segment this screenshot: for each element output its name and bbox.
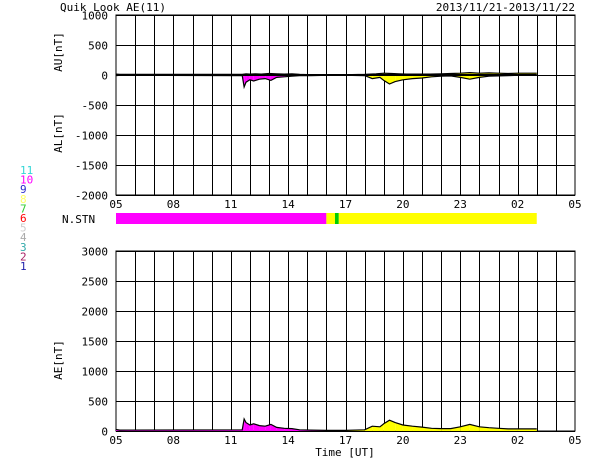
au-al-xtick-label: 23 (454, 198, 467, 211)
nstn-segment (116, 213, 326, 224)
ae-xtick-label: 14 (282, 434, 296, 447)
ae-xtick-label: 23 (454, 434, 467, 447)
figure-title: Quik Look AE(11) (60, 1, 166, 14)
al-axis-label: AL[nT] (52, 113, 65, 153)
ae-ytick-label: 2000 (82, 306, 109, 319)
au-al-xtick-label: 05 (568, 198, 581, 211)
ae-ytick-label: 500 (88, 396, 108, 409)
ae-ytick-label: 2500 (82, 276, 109, 289)
ae-axis-label: AE[nT] (52, 340, 65, 380)
au-al-ytick-label: 1000 (82, 10, 109, 23)
nstn-segment (326, 213, 335, 224)
ae-xtick-label: 11 (224, 434, 237, 447)
au-al-ytick-label: 500 (88, 40, 108, 53)
ae-ytick-label: 1000 (82, 366, 109, 379)
au-al-ytick-label: -1000 (75, 130, 108, 143)
au-al-xtick-label: 20 (396, 198, 409, 211)
nstn-panel: N.STN (62, 213, 537, 226)
ae-xtick-label: 08 (167, 434, 180, 447)
ae-ytick-label: 0 (101, 426, 108, 439)
ae-ytick-label: 3000 (82, 246, 109, 259)
ae-xtick-label: 20 (396, 434, 409, 447)
station-legend-item: 1 (20, 260, 27, 273)
au-al-ytick-label: -2000 (75, 190, 108, 203)
au-al-ytick-label: -1500 (75, 160, 108, 173)
ae-ytick-label: 1500 (82, 336, 109, 349)
nstn-label: N.STN (62, 213, 95, 226)
au-al-xtick-label: 08 (167, 198, 180, 211)
au-al-xtick-label: 14 (282, 198, 296, 211)
au-al-ytick-label: 0 (101, 70, 108, 83)
nstn-segment (339, 213, 537, 224)
au-axis-label: AU[nT] (52, 32, 65, 72)
nstn-segment (335, 213, 339, 224)
au-al-xtick-label: 05 (109, 198, 122, 211)
au-al-ytick-label: -500 (82, 100, 109, 113)
time-axis-label: Time [UT] (315, 446, 375, 459)
ae-xtick-label: 05 (109, 434, 122, 447)
header: Quik Look AE(11) 2013/11/21-2013/11/22 (60, 1, 575, 14)
au-al-xtick-label: 17 (339, 198, 352, 211)
au-al-xtick-label: 02 (511, 198, 524, 211)
ae-xtick-label: 02 (511, 434, 524, 447)
ae-xtick-label: 05 (568, 434, 581, 447)
au-al-xtick-label: 11 (224, 198, 237, 211)
date-range: 2013/11/21-2013/11/22 (436, 1, 575, 14)
